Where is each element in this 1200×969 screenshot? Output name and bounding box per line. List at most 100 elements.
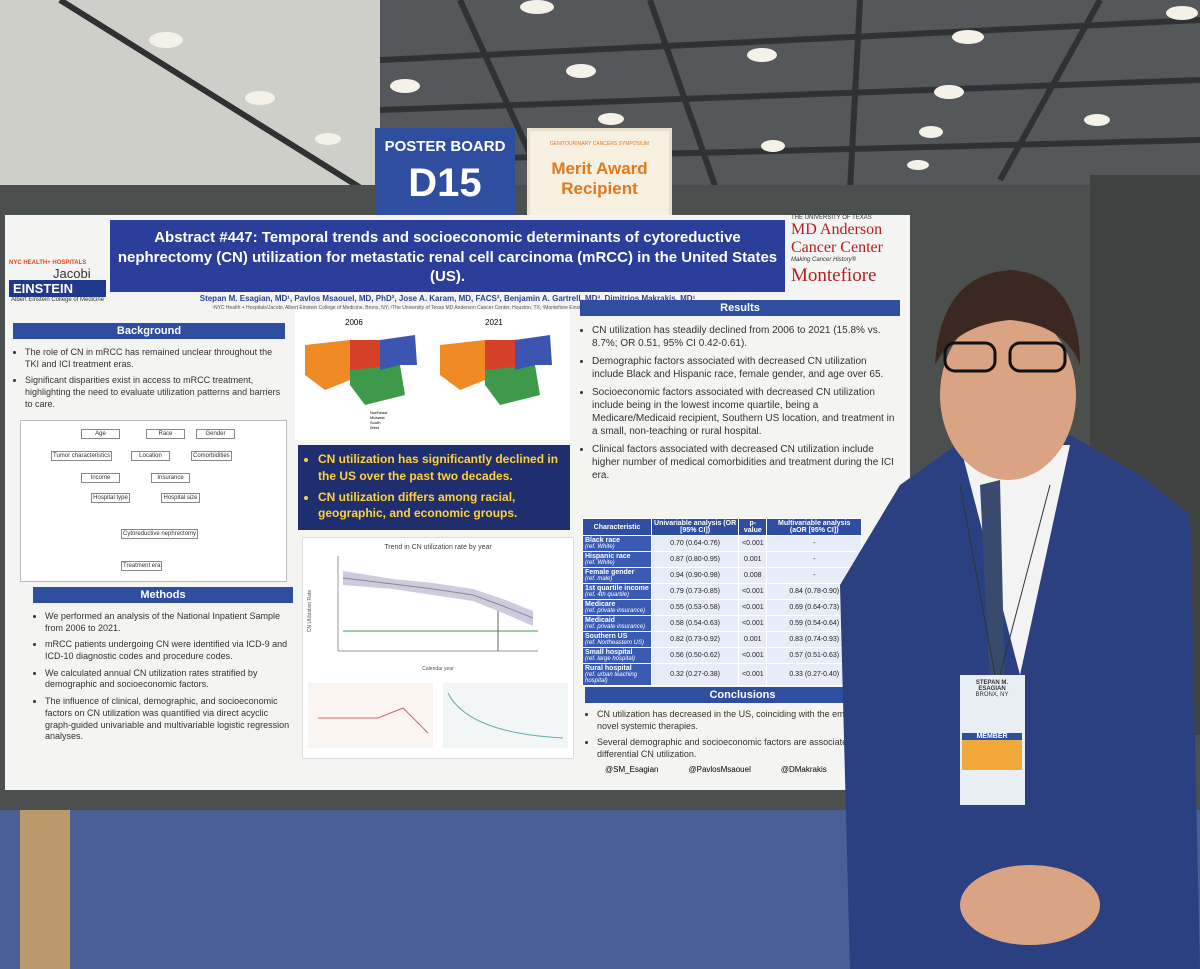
bullet: CN utilization has steadily declined fro… <box>592 324 900 350</box>
bullet: CN utilization has decreased in the US, … <box>597 709 900 732</box>
dag-node: Treatment era <box>121 561 163 571</box>
characteristic: Female gender <box>585 569 635 576</box>
bullet: We performed an analysis of the National… <box>45 611 293 634</box>
table-row: Rural hospital (ref. urban teaching hospi… <box>582 663 862 686</box>
row-label: Black race (ref. White) <box>582 535 652 552</box>
trend-chart-panel: Trend in CN utilization rate by year Cal… <box>302 537 574 759</box>
reference: (ref. White) <box>585 560 615 566</box>
characteristic: Rural hospital <box>585 665 632 672</box>
table-cell: 0.79 (0.73-0.85) <box>650 583 740 600</box>
header-row: Characteristic Univariable analysis (OR [… <box>582 518 862 536</box>
characteristic: Southern US <box>585 633 628 640</box>
legend-entry: West <box>370 425 380 430</box>
bullet: Socioeconomic factors associated with de… <box>592 386 900 438</box>
section-heading: Background <box>13 323 285 339</box>
table-cell: 0.82 (0.73-0.92) <box>650 631 740 648</box>
row-label: Female gender (ref. male) <box>582 567 652 584</box>
ut-logo: THE UNIVERSITY OF TEXAS <box>791 215 872 221</box>
dag-node: Gender <box>196 429 235 439</box>
bullet: Demographic factors associated with decr… <box>592 355 900 381</box>
trend-chart-title: Trend in CN utilization rate by year <box>384 544 492 551</box>
trend-y-label: CN Utilization Rate <box>307 589 314 633</box>
table-cell: 0.008 <box>738 567 768 584</box>
table-row: Hispanic race (ref. White) 0.87 (0.80-0.95… <box>582 551 862 568</box>
characteristic: Small hospital <box>585 649 633 656</box>
table-cell: - <box>766 551 862 568</box>
bullet: The role of CN in mRCC has remained uncl… <box>25 347 285 370</box>
table-cell: 0.70 (0.64-0.76) <box>650 535 740 552</box>
reference: (ref. White) <box>585 544 615 550</box>
table-cell: <0.001 <box>738 583 768 600</box>
bullet: mRCC patients undergoing CN were identif… <box>45 639 293 662</box>
table-cell: 0.55 (0.53-0.58) <box>650 599 740 616</box>
map-year: 2006 <box>345 318 363 327</box>
right-logos: THE UNIVERSITY OF TEXAS MD Anderson Canc… <box>787 215 914 295</box>
column-header: p-value <box>738 518 768 536</box>
methods-section: Methods We performed an analysis of the … <box>33 587 293 748</box>
college-name: Albert Einstein College of Medicine <box>11 297 105 303</box>
dag-node: Hospital type <box>91 493 130 503</box>
name-badge: STEPAN M. ESAGIAN BRONX, NY MEMBER <box>962 680 1022 770</box>
social-handles: @SM_Esagian @PavlosMsaouel @DMakrakis <box>605 765 905 774</box>
table-cell: 0.33 (0.27-0.40) <box>766 663 862 686</box>
table-cell: 0.59 (0.54-0.64) <box>766 615 862 632</box>
dag-node: Location <box>131 451 170 461</box>
dag-node: Comorbidities <box>191 451 232 461</box>
us-maps <box>305 335 552 405</box>
table-cell: 0.57 (0.51-0.63) <box>766 647 862 664</box>
badge-name: STEPAN M. ESAGIAN <box>975 680 1009 692</box>
reference: (ref. large hospital) <box>585 656 636 662</box>
bullet: The influence of clinical, demographic, … <box>45 696 293 743</box>
cancer-center-logo: Cancer Center <box>791 239 883 256</box>
dag-diagram: Age Race Gender Tumor characteristics Locati… <box>20 420 287 582</box>
reference: (ref. Northeastern US) <box>585 640 645 646</box>
table-cell: 0.69 (0.64-0.73) <box>766 599 862 616</box>
bullet-list: We performed an analysis of the National… <box>33 611 293 743</box>
jacobi-logo: Jacobi <box>53 266 91 281</box>
table-cell: 0.56 (0.50-0.62) <box>650 647 740 664</box>
reference: (ref. private insurance) <box>585 624 646 630</box>
reference: (ref. 4th quartile) <box>585 592 630 598</box>
characteristic: Hispanic race <box>585 553 631 560</box>
table-cell: 0.94 (0.90-0.98) <box>650 567 740 584</box>
highlight: CN utilization differs among racial, geo… <box>318 489 566 523</box>
handle: @SM_Esagian <box>605 765 659 774</box>
highlight-box: CN utilization has significantly decline… <box>298 445 570 530</box>
bullet: Clinical factors associated with decreas… <box>592 443 900 482</box>
table-cell: <0.001 <box>738 599 768 616</box>
bullet: Several demographic and socioeconomic fa… <box>597 737 900 760</box>
map-legend: Northeast Midwest South West <box>370 410 387 430</box>
dag-node: Income <box>81 473 120 483</box>
table-row: Female gender (ref. male) 0.94 (0.90-0.98)… <box>582 567 862 584</box>
characteristic: Black race <box>585 537 621 544</box>
poster: NYC HEALTH+ HOSPITALS Jacobi EINSTEIN Al… <box>5 215 910 790</box>
section-heading: Results <box>580 300 900 316</box>
handle: @DMakrakis <box>780 765 827 774</box>
authors: Stepan M. Esagian, MD¹, Pavlos Msaouel, … <box>199 294 696 303</box>
bullet-list: CN utilization has decreased in the US, … <box>585 709 900 761</box>
maps-panel: 2006 2021 Northeast Midwest South West <box>295 310 570 440</box>
mda-tagline: Making Cancer History® <box>791 257 857 263</box>
legend-entry: Midwest <box>370 415 385 420</box>
row-label: Rural hospital (ref. urban teaching hospi… <box>582 663 652 686</box>
dag-node: Age <box>81 429 120 439</box>
table-cell: <0.001 <box>738 663 768 686</box>
legend-entry: South <box>370 420 381 425</box>
handle: @PavlosMsaouel <box>688 765 751 774</box>
results-section: Results CN utilization has steadily decl… <box>580 300 900 487</box>
row-label: 1st quartile income (ref. 4th quartile) <box>582 583 652 600</box>
conclusions-section: Conclusions CN utilization has decreased… <box>585 687 900 766</box>
table-row: Small hospital (ref. large hospital) 0.56 … <box>582 647 862 664</box>
table-row: Southern US (ref. Northeastern US) 0.82 (0… <box>582 631 862 648</box>
highlight-list: CN utilization has significantly decline… <box>302 451 566 522</box>
mda-logo: MD Anderson <box>791 221 883 238</box>
row-label: Medicaid (ref. private insurance) <box>582 615 652 632</box>
section-heading: Conclusions <box>585 687 900 703</box>
characteristic: Medicaid <box>585 617 615 624</box>
badge-member: MEMBER <box>962 733 1022 740</box>
table-row: Medicaid (ref. private insurance) 0.58 (0.… <box>582 615 862 632</box>
bullet: Significant disparities exist in access … <box>25 375 285 410</box>
characteristic: Medicare <box>585 601 616 608</box>
reference: (ref. male) <box>585 576 613 582</box>
table-row: Medicare (ref. private insurance) 0.55 (0.… <box>582 599 862 616</box>
